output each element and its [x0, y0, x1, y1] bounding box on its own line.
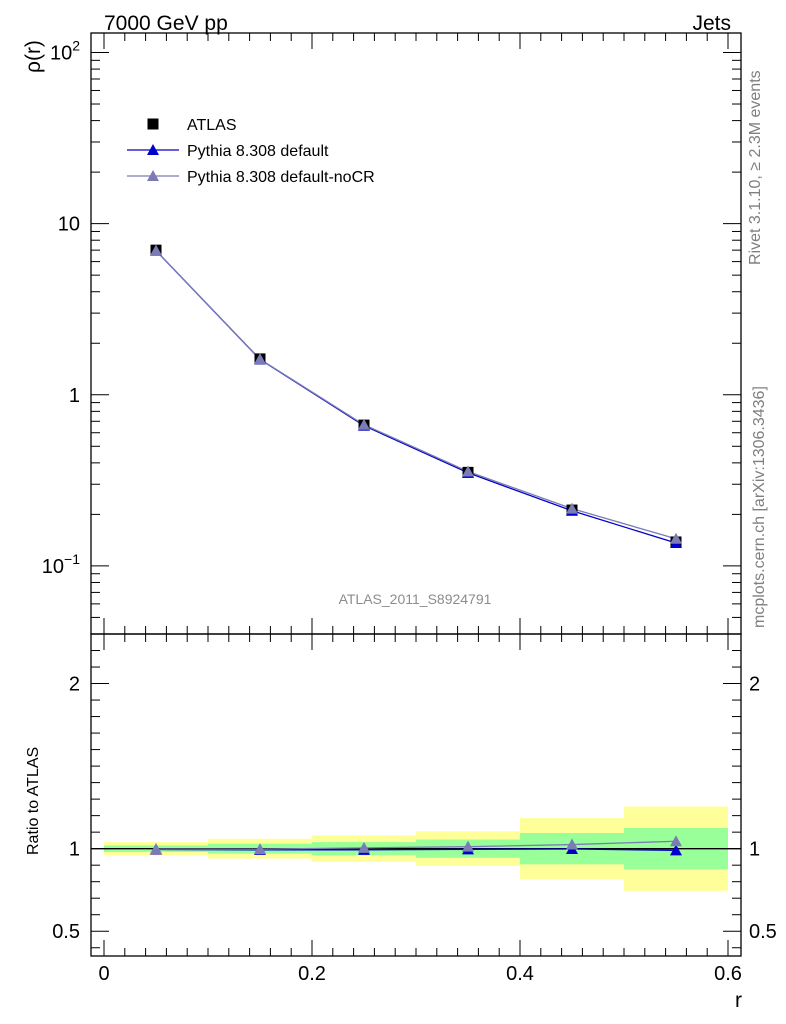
- ratio-series-1-point-5: [670, 835, 682, 847]
- series-2-point-1: [254, 353, 266, 365]
- ratio-series-1-point-1: [254, 843, 266, 855]
- ratio-y-tick-label-left-2: 2: [69, 674, 80, 696]
- ratio-series-1-point-3: [462, 840, 474, 852]
- series-line-2: [155, 250, 677, 540]
- ratio-y-tick-label-right-1: 1: [749, 839, 760, 861]
- main-y-tick-label-3: 10−1: [42, 551, 80, 578]
- legend-label-2: Pythia 8.308 default-noCR: [187, 169, 375, 186]
- series-2-point-0: [150, 244, 162, 256]
- x-tick-label-2: 0.4: [506, 963, 534, 985]
- legend-marker-2: [147, 170, 159, 181]
- series-2-point-4: [566, 502, 578, 514]
- rivet-label: Rivet 3.1.10, ≥ 2.3M events: [747, 70, 764, 265]
- x-tick-label-0: 0: [98, 963, 109, 985]
- legend-marker-1: [147, 144, 159, 155]
- ratio-y-tick-label-left-0: 0.5: [52, 921, 80, 943]
- analysis-watermark: ATLAS_2011_S8924791: [339, 591, 492, 607]
- header-right: Jets: [692, 12, 731, 35]
- legend-marker-0: [147, 118, 159, 130]
- ratio-y-tick-label-right-2: 2: [749, 674, 760, 696]
- main-ylabel: ρ(r): [22, 40, 45, 73]
- main-y-tick-exp-3: −1: [64, 551, 80, 567]
- main-y-tick-label-1: 10: [58, 214, 80, 236]
- ratio-y-tick-label-left-1: 1: [69, 839, 80, 861]
- header-left: 7000 GeV pp: [104, 12, 228, 35]
- ratio-frame: [90, 633, 742, 957]
- ratio-series-1-point-2: [358, 841, 370, 853]
- ratio-series-0-point-5: [670, 844, 682, 856]
- series-2-point-3: [462, 465, 474, 477]
- legend-label-0: ATLAS: [187, 117, 237, 134]
- ratio-line-1: [155, 840, 677, 850]
- x-tick-label-3: 0.6: [714, 963, 742, 985]
- ratio-series-1-point-0: [150, 842, 162, 854]
- series-2-point-5: [670, 532, 682, 544]
- main-y-tick-base-0: 10: [50, 42, 72, 64]
- legend-label-1: Pythia 8.308 default: [187, 143, 329, 160]
- x-tick-label-1: 0.2: [298, 963, 326, 985]
- ratio-y-tick-label-right-0: 0.5: [749, 921, 777, 943]
- main-y-tick-label-2: 1: [69, 385, 80, 407]
- main-y-tick-base-3: 10: [42, 556, 64, 578]
- ratio-series-1-point-4: [566, 838, 578, 850]
- series-2-point-2: [358, 418, 370, 430]
- main-y-tick-exp-0: 2: [72, 37, 80, 53]
- main-y-tick-label-0: 102: [50, 37, 80, 64]
- series-line-1: [155, 250, 677, 544]
- ratio-ylabel: Ratio to ATLAS: [25, 747, 42, 855]
- x-axis-label: r: [735, 989, 742, 1012]
- source-label: mcplots.cern.ch [arXiv:1306.3436]: [751, 386, 768, 628]
